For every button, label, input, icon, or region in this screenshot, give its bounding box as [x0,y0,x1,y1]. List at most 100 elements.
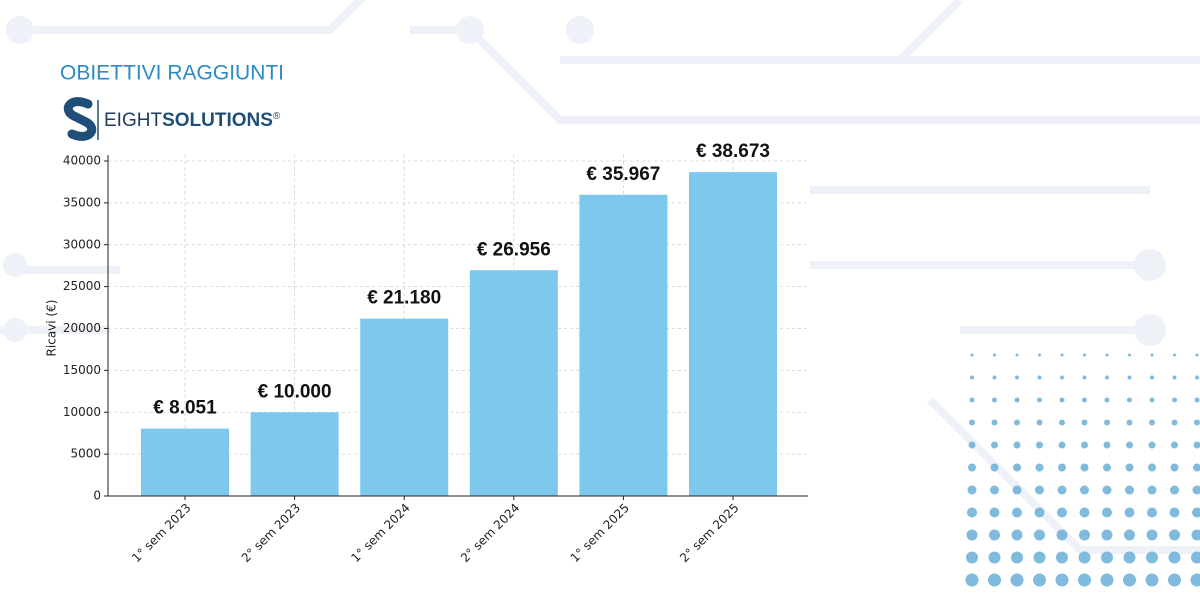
dot [1038,353,1041,357]
logo-light: EIGHT [104,110,162,131]
dot [1126,419,1133,426]
dot [1081,441,1088,449]
dot [1100,573,1114,587]
dot [988,551,1001,564]
dot [1170,485,1179,495]
dot [1146,529,1158,541]
dot [967,507,977,518]
x-tick-label: 2° sem 2025 [677,501,741,565]
dot [1014,397,1020,403]
dot [1147,485,1157,495]
dot [1194,419,1200,426]
dot [1150,353,1154,357]
dot [992,397,997,403]
dot [1123,551,1136,564]
dot [966,529,978,541]
y-tick-label: 0 [93,489,101,503]
dot [1195,353,1199,357]
dot-pattern [965,353,1200,587]
x-tick-label: 1° sem 2024 [348,501,412,565]
dot [1015,375,1019,380]
dot [1145,573,1159,587]
dot [990,463,999,472]
dot [1149,397,1155,403]
dot [1012,485,1022,495]
dot [1036,441,1043,449]
dot [1102,485,1112,495]
dot [1195,375,1199,380]
dot [992,375,997,380]
dot [1105,375,1109,380]
background-decoration [0,0,1200,554]
dot [1146,551,1158,564]
dot [989,507,1000,518]
y-tick-label: 40000 [63,154,101,168]
dot [1147,507,1157,518]
dot [1082,397,1087,403]
bar [579,194,668,497]
dot [1172,375,1177,380]
dot [1172,397,1177,403]
dot [1194,397,1200,403]
dot [1128,353,1131,357]
dot [1078,573,1091,587]
bar [689,172,777,496]
dot [1193,463,1200,472]
dot [1123,573,1136,587]
dot [1101,529,1113,541]
dot [1127,397,1132,403]
y-tick-label: 20000 [63,321,101,335]
y-tick-label: 15000 [63,363,101,377]
x-tick-label: 1° sem 2023 [129,501,193,565]
dot [1192,485,1200,495]
dot [1034,507,1045,518]
bar [141,428,229,496]
dot [1191,529,1200,541]
dot [1148,441,1156,449]
dot [1010,573,1024,587]
dot [1057,485,1067,495]
x-tick-label: 2° sem 2024 [458,501,522,565]
y-axis-label: Ricavi (€) [45,300,59,357]
dot [1168,573,1181,587]
dot [1036,419,1043,426]
dot [990,485,999,495]
dot [970,375,974,380]
dot [1079,529,1090,541]
dot [1173,353,1176,357]
dot [1011,551,1023,564]
dot [1035,485,1044,495]
dot [1058,441,1066,449]
dot [1034,529,1045,541]
dot [1055,573,1069,587]
dot [1059,397,1065,403]
dot [1014,419,1020,426]
dot [1149,419,1155,426]
y-tick-label: 10000 [63,405,101,419]
dot [1168,551,1181,564]
dot [1013,463,1021,472]
dot [1104,397,1110,403]
bar [469,270,558,496]
dot [969,397,975,403]
y-tick-label: 5000 [70,447,101,461]
logo: EIGHTSOLUTIONS® [63,97,281,141]
dot [968,441,976,449]
dot [1060,353,1064,357]
dot [1033,551,1046,564]
dot [1124,507,1135,518]
bar [250,412,339,496]
dot [1060,375,1064,380]
value-label: € 38.673 [696,141,770,162]
dot [1037,375,1042,380]
dot [1057,507,1067,518]
dot [1015,353,1019,357]
dot [1059,419,1065,426]
dot [1150,375,1154,380]
dot [1125,485,1134,495]
dot [988,573,1001,587]
dot [1037,397,1042,403]
bar [360,318,449,496]
dot [1148,463,1156,472]
dot [1105,353,1109,357]
